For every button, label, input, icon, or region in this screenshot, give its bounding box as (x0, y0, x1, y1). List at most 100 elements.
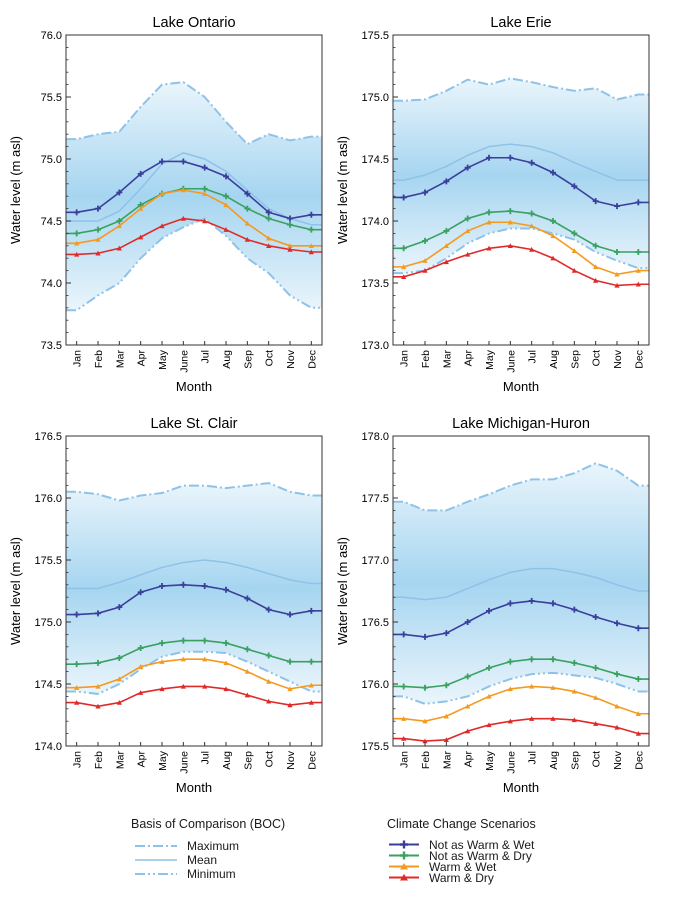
data-point-not-warm-dry (571, 659, 578, 666)
data-point-warm-dry (202, 218, 208, 224)
data-point-not-warm-dry (635, 676, 642, 683)
boc-minimum-line (66, 217, 322, 312)
data-point-warm-wet (443, 243, 449, 248)
data-point-not-warm-dry (116, 218, 123, 224)
data-point-not-warm-dry (486, 664, 492, 671)
data-point-warm-dry (635, 281, 641, 287)
data-point-warm-wet (308, 243, 314, 248)
y-tick-label: 173.5 (361, 278, 389, 290)
legend-item-warm-wet: Warm & Wet (387, 860, 536, 874)
data-point-not-warm-dry (287, 658, 293, 665)
data-point-warm-wet (74, 685, 80, 690)
data-point-warm-dry (507, 243, 513, 248)
data-point-warm-dry (159, 686, 165, 692)
boc-range-band (393, 463, 649, 704)
data-point-warm-wet (550, 685, 556, 690)
series-line-warm-wet (66, 658, 322, 690)
series-line-warm-dry (393, 244, 649, 287)
y-tick-label: 176.0 (361, 679, 389, 691)
x-tick-label: Feb (93, 751, 105, 769)
data-point-not-warm-wet (73, 611, 80, 618)
data-point-not-warm-wet (571, 606, 578, 613)
data-point-warm-wet (529, 683, 535, 689)
y-tick-label: 174.5 (361, 154, 389, 166)
data-point-not-warm-wet (137, 170, 144, 177)
data-point-not-warm-dry (201, 185, 208, 192)
data-point-warm-dry (486, 245, 492, 251)
legend-label-minimum: Minimum (187, 867, 236, 881)
y-tick-label: 178.0 (361, 431, 389, 443)
data-point-warm-dry (550, 255, 556, 261)
data-point-not-warm-dry (464, 673, 471, 680)
series-line-not-warm-wet (66, 583, 322, 616)
x-tick-label: May (157, 750, 169, 771)
data-point-warm-dry (550, 716, 556, 721)
data-point-warm-dry (74, 700, 80, 705)
series-line-warm-wet (393, 685, 649, 723)
x-tick-label: Jan (72, 350, 84, 367)
data-point-warm-wet (95, 683, 101, 689)
data-point-not-warm-wet (400, 631, 407, 638)
series-line-not-warm-wet (66, 160, 322, 220)
x-tick-label: Nov (612, 750, 624, 769)
plot-frame (392, 435, 650, 747)
data-point-warm-wet (401, 264, 407, 270)
data-point-warm-dry (465, 251, 471, 257)
y-tick-label: 175.0 (361, 92, 389, 104)
x-tick-label: Feb (93, 350, 105, 368)
boc-mean-line (393, 143, 649, 181)
x-tick-label: Dec (306, 350, 318, 369)
data-point-warm-wet (223, 660, 229, 666)
data-point-warm-dry (159, 223, 165, 229)
data-point-warm-wet (138, 664, 144, 669)
scenario-legend: Climate Change Scenarios Not as Warm & W… (387, 817, 536, 885)
data-point-not-warm-dry (592, 664, 599, 671)
data-point-warm-wet (180, 656, 186, 662)
data-point-not-warm-dry (422, 684, 428, 691)
data-point-not-warm-dry (95, 659, 101, 666)
data-point-not-warm-dry (571, 230, 578, 237)
legend-label-not-warm-wet: Not as Warm & Wet (429, 837, 535, 852)
x-tick-label: Sep (242, 751, 254, 770)
legend-item-maximum: Maximum (133, 839, 285, 853)
series-line-warm-wet (66, 189, 322, 247)
data-point-not-warm-dry (635, 249, 642, 255)
data-point-not-warm-wet (244, 595, 251, 602)
data-point-not-warm-dry (137, 645, 144, 652)
chart-panel-3: Lake St. Clair 174.0 174.5 175.0 175.5 176.0 1… (8, 416, 323, 795)
data-point-not-warm-wet (201, 583, 208, 590)
data-point-warm-wet (614, 703, 620, 709)
data-point-warm-dry (116, 245, 122, 251)
boc-legend-title: Basis of Comparison (BOC) (131, 817, 286, 831)
y-tick-label: 74.0 (41, 278, 62, 290)
boc-range-band (66, 483, 322, 694)
plot-frame (392, 34, 650, 346)
x-tick-label: Jul (527, 751, 539, 764)
data-point-not-warm-wet (201, 164, 208, 171)
legend-label-mean: Mean (187, 853, 218, 867)
series-line-warm-dry (66, 217, 322, 256)
x-axis-label: Month (176, 780, 212, 795)
data-point-not-warm-dry (73, 230, 80, 237)
data-point-not-warm-dry (443, 227, 450, 234)
x-tick-label: Nov (612, 349, 624, 368)
legend-label-warm-dry: Warm & Dry (429, 870, 494, 885)
data-point-warm-dry (287, 702, 293, 708)
x-tick-label: Jan (399, 751, 411, 768)
data-point-not-warm-wet (180, 158, 187, 165)
data-point-warm-dry (180, 683, 186, 689)
data-point-not-warm-dry (507, 208, 514, 215)
data-point-not-warm-dry (550, 656, 556, 663)
legend-label-not-warm-dry: Not as Warm & Dry (429, 848, 532, 863)
data-point-not-warm-wet (528, 597, 535, 604)
data-point-not-warm-dry (443, 682, 450, 689)
data-point-not-warm-dry (265, 652, 272, 659)
boc-mean-line (66, 559, 322, 590)
data-point-not-warm-wet (614, 203, 620, 210)
data-point-not-warm-dry (614, 671, 620, 678)
data-point-warm-dry (244, 692, 250, 698)
x-tick-label: May (157, 349, 169, 370)
y-tick-label: 177.0 (361, 555, 389, 567)
x-tick-label: Apr (136, 350, 148, 367)
x-tick-label: Nov (285, 750, 297, 769)
